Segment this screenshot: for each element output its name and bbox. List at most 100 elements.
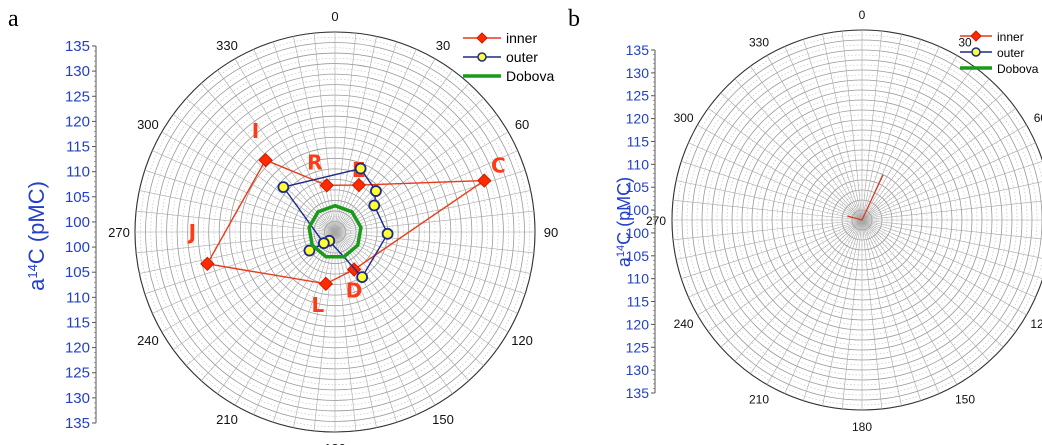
point-inner (258, 152, 273, 168)
point-label-c: C (491, 154, 506, 178)
angle-tick-label: 30 (436, 38, 450, 53)
panel-letter-b: b (568, 6, 580, 32)
grid-spoke (186, 97, 336, 233)
grid-spoke (334, 231, 518, 314)
radial-axis-tick-label: 100 (626, 202, 650, 218)
grid-spoke (334, 58, 436, 233)
angle-tick-label: 240 (674, 317, 694, 331)
radial-axis-tick-label: 135 (65, 415, 90, 432)
radial-axis-tick-label: 105 (65, 264, 90, 281)
angle-tick-label: 150 (432, 412, 454, 427)
grid-spoke (766, 219, 863, 385)
y-axis-label-superscript: 14 (615, 245, 627, 257)
y-axis-label-rest: C (pMC) (24, 181, 49, 264)
grid-spoke (334, 41, 398, 233)
radial-axis-tick-label: 115 (627, 294, 650, 310)
series-outer-line (282, 167, 389, 279)
point-inner (351, 177, 367, 193)
grid-spoke (861, 31, 883, 221)
grid-spoke (272, 231, 336, 423)
series-inner-line (847, 174, 884, 221)
grid-spoke (861, 219, 1042, 259)
legend-outer-label: outer (506, 49, 538, 65)
radial-axis-tick-label: 110 (66, 164, 90, 181)
point-label-r: R (307, 150, 322, 174)
series-inner-line (206, 159, 487, 285)
grid-spoke (334, 114, 497, 233)
grid-spoke (313, 33, 336, 233)
grid-spoke (334, 231, 534, 254)
grid-spoke (173, 114, 336, 233)
angle-tick-label: 180 (852, 420, 872, 434)
grid-spoke (334, 231, 497, 350)
grid-spoke (750, 219, 863, 374)
grid-spoke (861, 34, 902, 221)
grid-spoke (708, 108, 863, 221)
point-label-j: J (187, 220, 196, 244)
point-label-l: L (311, 293, 324, 317)
grid-spoke (152, 150, 336, 233)
grid-spoke (861, 219, 1036, 298)
point-outer (381, 227, 394, 240)
grid-spoke (861, 219, 1042, 240)
angle-tick-label: 210 (749, 392, 769, 406)
y-axis-label-main: a (24, 278, 49, 291)
angle-tick-label: 0 (859, 8, 866, 22)
grid-spoke (861, 219, 921, 401)
grid-spoke (861, 55, 958, 221)
legend-outer-label: outer (997, 46, 1024, 60)
grid-spoke (139, 231, 336, 274)
radial-axis-tick-label: 115 (66, 139, 90, 156)
radial-axis-tick-label: 120 (626, 111, 650, 127)
grid-spoke (136, 231, 336, 254)
radial-axis-tick-label: 130 (626, 362, 650, 378)
grid-spoke (766, 55, 863, 221)
grid-spoke (861, 181, 1042, 221)
grid-spoke (861, 219, 1016, 332)
grid-spoke (334, 231, 470, 381)
grid-spoke (272, 41, 336, 233)
grid-spoke (697, 124, 863, 221)
series-dobova-ring (307, 203, 363, 259)
panel-letter-a: a (8, 6, 19, 32)
point-outer (277, 181, 290, 194)
radial-axis-tick-label: 120 (626, 316, 650, 332)
legend-dobova-label: Dobova (506, 68, 554, 84)
grid-spoke (234, 231, 336, 406)
angle-tick-label: 330 (216, 38, 238, 53)
grid-spoke (313, 231, 336, 431)
grid-spoke (334, 231, 436, 406)
angle-tick-label: 300 (137, 117, 159, 132)
radial-axis-tick-label: 110 (627, 271, 650, 287)
grid-spoke (861, 200, 1042, 221)
grid-spoke (861, 108, 1016, 221)
grid-spoke (681, 219, 863, 279)
grid-spoke (720, 92, 863, 221)
point-outer (368, 199, 381, 212)
grid-spoke (334, 231, 357, 431)
grid-spoke (681, 161, 863, 221)
point-inner (200, 256, 215, 272)
grid-spoke (803, 219, 863, 401)
radial-axis-tick-label: 105 (626, 179, 650, 195)
grid-spoke (217, 70, 336, 233)
grid-spoke (144, 169, 336, 233)
angle-tick-label: 60 (515, 117, 529, 132)
grid-spoke (861, 219, 902, 406)
angle-tick-label: 120 (511, 333, 533, 348)
radial-axis-tick-label: 110 (66, 289, 90, 306)
radial-axis-tick-label: 130 (65, 390, 90, 407)
grid-spoke (697, 219, 863, 316)
radial-axis-tick-label: 105 (65, 189, 90, 206)
radial-axis-tick-label: 105 (626, 248, 650, 264)
radial-axis-tick-label: 100 (65, 214, 90, 231)
legend-inner-label: inner (506, 30, 537, 46)
grid-spoke (217, 231, 336, 394)
grid-spoke (334, 231, 526, 295)
grid-spoke (334, 33, 357, 233)
grid-spoke (200, 231, 336, 381)
grid-spoke (861, 142, 1036, 221)
y-axis-label: a14C (pMC) (614, 177, 634, 267)
point-inner (318, 276, 334, 292)
grid-spoke (334, 231, 453, 394)
